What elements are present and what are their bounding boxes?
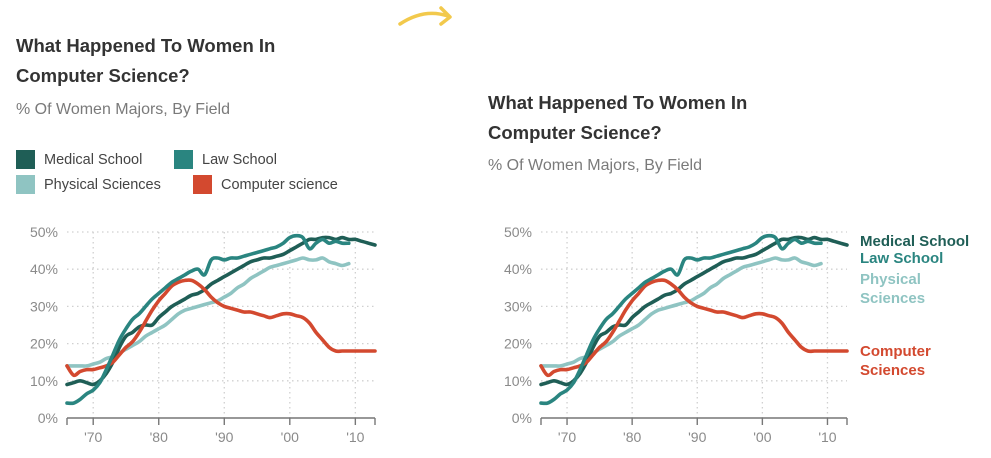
series-line-law-school	[539, 233, 823, 406]
legend-label: Law School	[202, 151, 277, 168]
x-tick-label: '80	[150, 429, 168, 445]
x-tick-label: '70	[84, 429, 102, 445]
legend-swatch-computer-science	[193, 175, 212, 194]
legend-swatch-law-school	[174, 150, 193, 169]
chart-title-line-2: Computer Science?	[16, 65, 190, 86]
y-tick-label: 30%	[30, 298, 58, 314]
x-tick-label: '90	[215, 429, 233, 445]
series-line-physical-sciences	[539, 256, 823, 368]
direct-label-medical-school: Medical School	[860, 233, 969, 250]
chart-title-line-1: What Happened To Women In	[488, 92, 748, 113]
chart-subtitle: % Of Women Majors, By Field	[16, 101, 230, 118]
y-tick-label: 10%	[504, 373, 532, 389]
y-tick-label: 20%	[504, 336, 532, 352]
direct-label-physical-sciences: Physical	[860, 271, 921, 288]
legend-item-law-school: Law School	[174, 150, 277, 169]
x-tick-label: '10	[346, 429, 364, 445]
x-tick-label: '00	[281, 429, 299, 445]
y-tick-label: 0%	[38, 410, 58, 426]
series-line-physical-sciences	[65, 256, 351, 368]
y-tick-label: 40%	[30, 261, 58, 277]
chart-title: What Happened To Women In Computer Scien…	[488, 88, 747, 148]
y-tick-label: 0%	[512, 410, 532, 426]
legend-label: Physical Sciences	[44, 176, 161, 193]
x-tick-label: '10	[818, 429, 836, 445]
chart-title-line-2: Computer Science?	[488, 122, 662, 143]
chart-title: What Happened To Women In Computer Scien…	[16, 31, 275, 91]
y-tick-label: 50%	[504, 224, 532, 240]
x-tick-label: '90	[688, 429, 706, 445]
legend-swatch-medical-school	[16, 150, 35, 169]
legend-item-computer-science: Computer science	[193, 175, 338, 194]
legend-label: Medical School	[44, 151, 143, 168]
y-tick-label: 40%	[504, 261, 532, 277]
curved-arrow-icon	[398, 6, 452, 26]
y-tick-label: 20%	[30, 336, 58, 352]
chart-panel-legend: What Happened To Women In Computer Scien…	[0, 0, 480, 458]
chart-title-line-1: What Happened To Women In	[16, 35, 276, 56]
y-tick-label: 30%	[504, 298, 532, 314]
direct-label-law-school: Law School	[860, 250, 943, 267]
series-line-computer-science	[65, 278, 377, 378]
legend-label: Computer science	[221, 176, 338, 193]
legend-swatch-physical-sciences	[16, 175, 35, 194]
direct-label-computer-science: Computer	[860, 343, 931, 360]
x-tick-label: '70	[558, 429, 576, 445]
y-tick-label: 50%	[30, 224, 58, 240]
y-tick-label: 10%	[30, 373, 58, 389]
series-line-medical-school	[65, 235, 377, 387]
legend-item-medical-school: Medical School	[16, 150, 142, 169]
x-tick-label: '00	[753, 429, 771, 445]
series-line-law-school	[65, 233, 351, 406]
series-line-medical-school	[539, 235, 849, 387]
series-line-computer-science	[539, 278, 849, 378]
x-tick-label: '80	[623, 429, 641, 445]
direct-label-computer-science: Sciences	[860, 362, 925, 379]
legend-item-physical-sciences: Physical Sciences	[16, 175, 161, 194]
direct-label-physical-sciences: Sciences	[860, 290, 925, 307]
line-chart-legend-version: 0% 10% 20% 30% 40% 50% '70 '80 '90 '00 '10	[30, 224, 377, 445]
chart-subtitle: % Of Women Majors, By Field	[488, 157, 702, 174]
